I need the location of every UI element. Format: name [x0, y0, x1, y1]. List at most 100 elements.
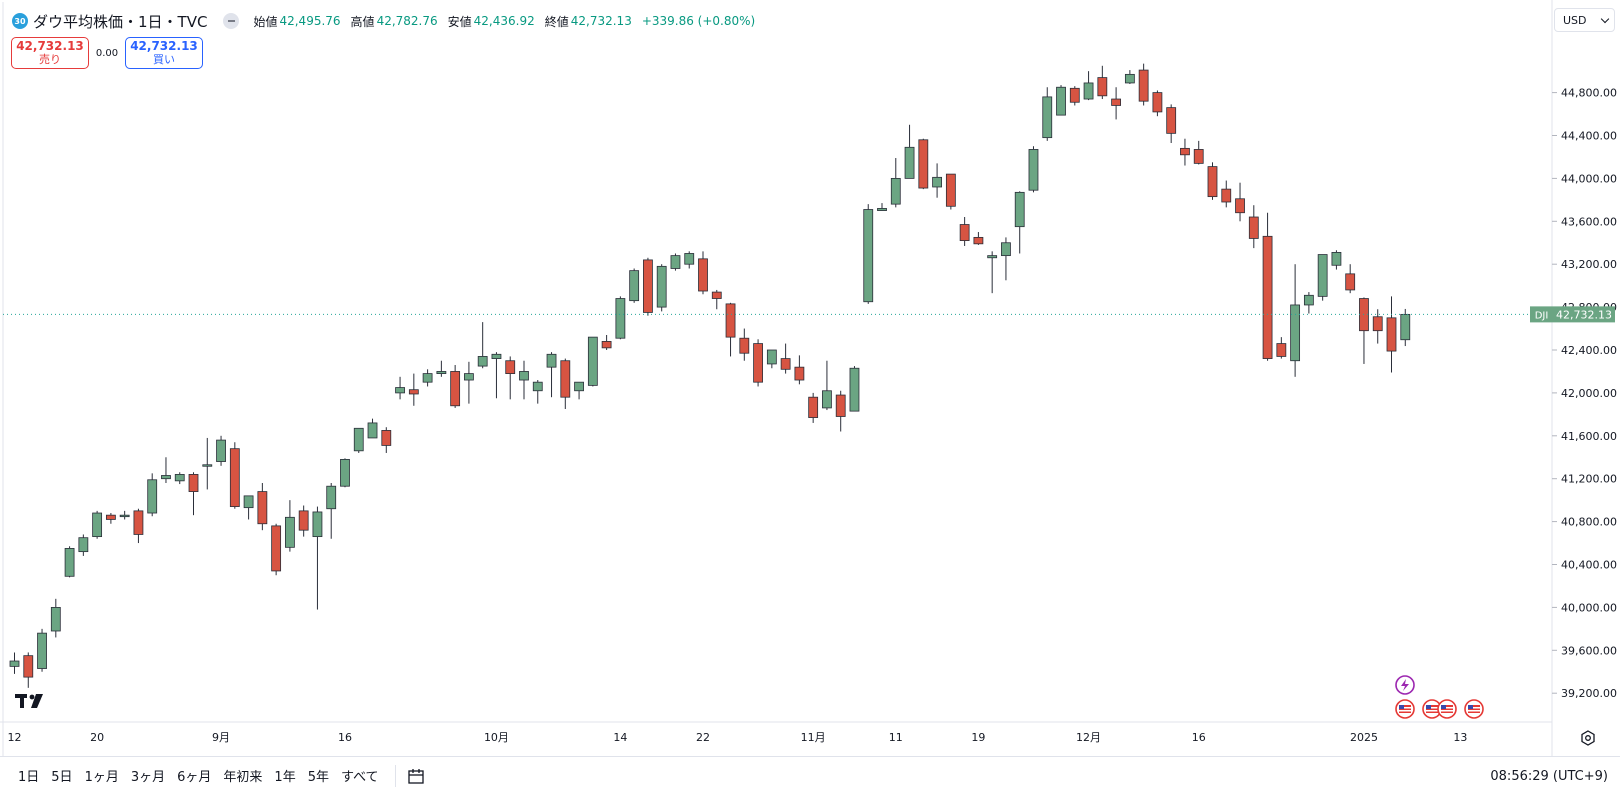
candle-body — [945, 173, 956, 207]
candle — [532, 380, 543, 404]
ticker-label-bg — [1530, 306, 1553, 323]
candle — [1372, 309, 1383, 344]
scale-settings-button[interactable] — [1576, 726, 1600, 750]
candle — [64, 546, 75, 578]
us-event-flag-icon[interactable] — [1464, 699, 1484, 719]
trade-panel: 42,732.13 売り 0.00 42,732.13 買い — [11, 37, 203, 69]
candle — [161, 457, 171, 483]
calendar-icon — [407, 768, 424, 784]
symbol-title[interactable]: ダウ平均株価・1日・TVC — [33, 12, 208, 31]
candle-body — [367, 422, 378, 439]
tradingview-logo-icon[interactable] — [15, 694, 43, 708]
candle-body — [298, 510, 309, 531]
candle — [615, 296, 626, 340]
candle — [395, 376, 405, 400]
candle-body — [629, 270, 640, 302]
x-tick-label: 16 — [1192, 731, 1206, 744]
x-tick-label: 19 — [971, 731, 985, 744]
candle-body — [1276, 343, 1287, 357]
high-value: 42,782.76 — [376, 14, 438, 28]
candle — [1345, 264, 1356, 294]
y-tick-label: 43,200.00 — [1561, 258, 1617, 271]
low-label: 安値 — [447, 14, 472, 29]
sell-price: 42,732.13 — [16, 39, 84, 53]
buy-button[interactable]: 42,732.13 買い — [125, 37, 203, 69]
candle-body — [64, 548, 75, 577]
candle-body — [37, 632, 47, 669]
candle-body — [1014, 191, 1025, 228]
candle — [271, 523, 282, 576]
candle — [9, 652, 20, 674]
candle — [835, 390, 846, 432]
candle — [1331, 250, 1342, 270]
candle-body — [546, 353, 557, 368]
candle-body — [505, 360, 516, 374]
candle — [987, 251, 998, 294]
y-tick-label: 44,800.00 — [1561, 87, 1617, 100]
candle-body — [1386, 317, 1397, 352]
candle-body — [959, 224, 970, 242]
candle — [918, 138, 929, 190]
candle-body — [1207, 166, 1218, 198]
range-1y-button[interactable]: 1年 — [274, 770, 296, 785]
last-price-marker: DJI 42,732.13 — [3, 306, 1615, 323]
range-6m-button[interactable]: 6ヶ月 — [177, 770, 212, 785]
candle-body — [1331, 252, 1342, 266]
timezone-clock[interactable]: 08:56:29 (UTC+9) — [1490, 768, 1608, 784]
candle-body — [1248, 216, 1259, 239]
candle — [794, 355, 805, 385]
candle — [1180, 138, 1190, 166]
range-ytd-button[interactable]: 年初来 — [223, 770, 263, 785]
candle — [546, 352, 557, 398]
candle-body — [464, 373, 474, 381]
candle — [629, 268, 640, 303]
symbol-badge[interactable]: 30 — [12, 13, 28, 29]
event-lightning-icon[interactable] — [1395, 675, 1415, 695]
x-tick-label: 2025 — [1350, 731, 1378, 744]
candle-body — [877, 208, 887, 211]
buy-label: 買い — [153, 53, 175, 66]
time-scale[interactable]: 12 20 9月 16 10月 14 22 11月 11 19 12月 16 2025 13 — [8, 731, 1468, 744]
y-tick-label: 40,800.00 — [1561, 516, 1617, 529]
go-to-date-button[interactable] — [406, 766, 426, 786]
candle-body — [1262, 235, 1273, 359]
candle-body — [1303, 294, 1314, 306]
candle-body — [1069, 87, 1080, 103]
range-1m-button[interactable]: 1ヶ月 — [84, 770, 119, 785]
candle-body — [202, 464, 213, 467]
low-value: 42,436.92 — [473, 14, 535, 28]
currency-select[interactable]: USD — [1554, 8, 1615, 32]
range-5y-button[interactable]: 5年 — [307, 770, 329, 785]
sell-button[interactable]: 42,732.13 売り — [11, 37, 89, 69]
candle — [1400, 308, 1411, 347]
close-value: 42,732.13 — [570, 14, 632, 28]
symbol-legend: 30 ダウ平均株価・1日・TVC 始値 42,495.76 高値 42,782.… — [12, 10, 761, 32]
range-all-button[interactable]: すべて — [340, 770, 379, 785]
candle — [1001, 237, 1011, 281]
price-scale[interactable]: 39,200.00 39,600.00 40,000.00 40,400.00 40,8… — [1552, 87, 1617, 701]
candle — [1124, 70, 1135, 85]
candle-body — [92, 512, 103, 538]
us-event-flag-icon[interactable] — [1437, 699, 1457, 719]
candle-body — [50, 607, 61, 632]
toolbar-divider — [394, 764, 396, 787]
candle — [367, 418, 378, 439]
candle — [1276, 337, 1287, 359]
candle-body — [477, 356, 488, 367]
gear-icon — [1581, 730, 1595, 746]
candle-body — [1317, 254, 1328, 297]
range-5d-button[interactable]: 5日 — [51, 770, 73, 785]
x-tick-label: 11 — [889, 731, 903, 744]
sell-label: 売り — [39, 53, 61, 66]
candle — [422, 369, 433, 387]
change-value: +339.86 (+0.80%) — [641, 14, 756, 28]
candle — [643, 257, 653, 316]
us-event-flag-icon[interactable] — [1395, 699, 1415, 719]
candle-body — [794, 366, 805, 381]
candle — [1290, 264, 1301, 377]
last-price-label-bg — [1553, 306, 1615, 323]
range-1d-button[interactable]: 1日 — [18, 770, 40, 785]
collapse-legend-button[interactable] — [223, 13, 240, 29]
range-3m-button[interactable]: 3ヶ月 — [130, 770, 166, 785]
